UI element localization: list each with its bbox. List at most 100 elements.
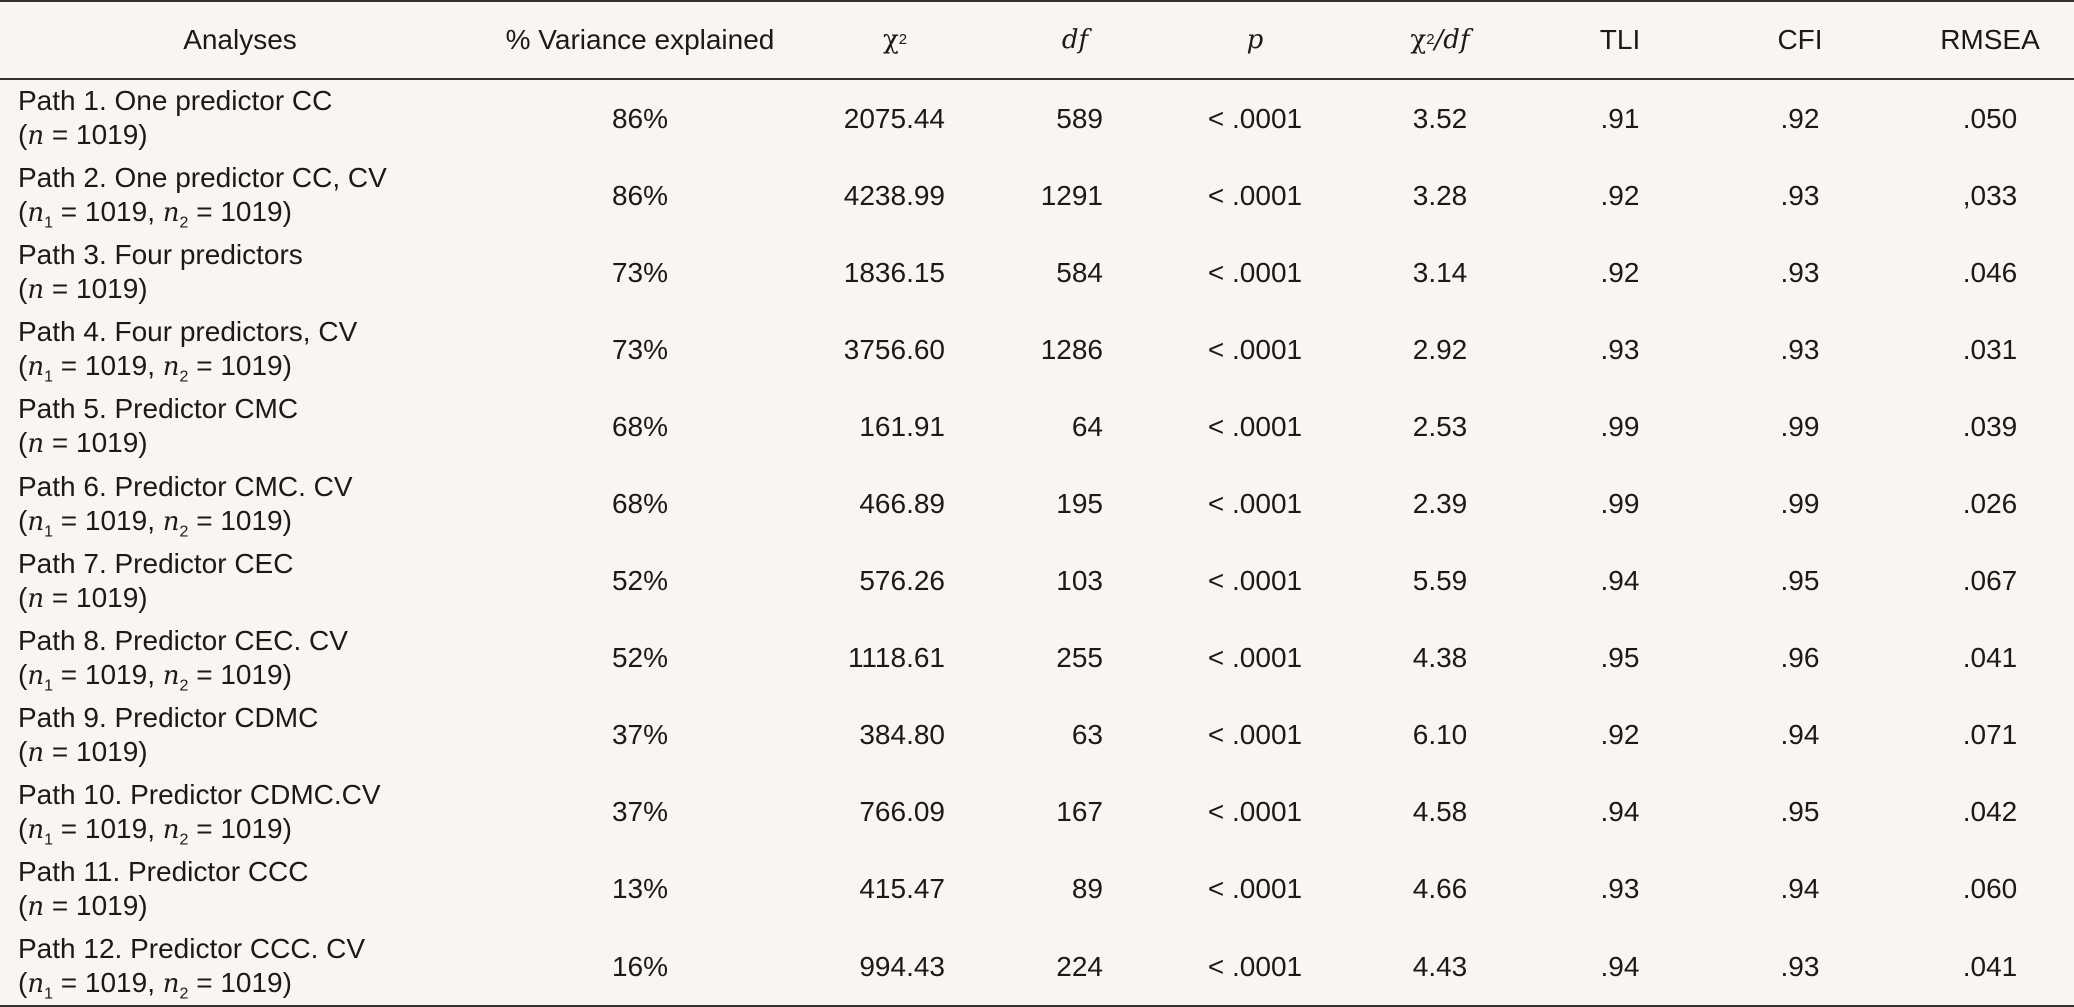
chi2-cell: 384.80 bbox=[800, 697, 945, 774]
analysis-cell: Path 9. Predictor CDMC (n = 1019) bbox=[18, 697, 488, 774]
chi2-value: 161.91 bbox=[859, 410, 945, 442]
rmsea-value: .039 bbox=[1962, 410, 2018, 442]
df-value: 584 bbox=[1056, 256, 1103, 288]
subscript-2: 2 bbox=[179, 368, 189, 386]
n1-value: 1019 bbox=[84, 658, 148, 690]
subscript-1: 1 bbox=[44, 985, 53, 1003]
rmsea-value: .042 bbox=[1962, 796, 2018, 828]
n1-value: 1019 bbox=[84, 196, 148, 228]
variance-cell: 13% bbox=[560, 851, 720, 928]
sample-size: (n1 = 1019, n2 = 1019) bbox=[18, 658, 292, 695]
chi2df-value: 2.92 bbox=[1412, 333, 1468, 365]
tli-cell: .92 bbox=[1570, 234, 1670, 311]
n-symbol: n bbox=[27, 429, 45, 460]
cfi-value: .92 bbox=[1780, 102, 1820, 134]
analysis-title: Path 12. Predictor CCC. CV bbox=[18, 933, 366, 965]
cfi-value: .95 bbox=[1780, 796, 1820, 828]
chi2df-value: 2.39 bbox=[1412, 488, 1468, 520]
table-row: Path 1. One predictor CC (n = 1019) 86% 207… bbox=[0, 80, 2074, 157]
table-row: Path 4. Four predictors, CV (n1 = 1019, n… bbox=[0, 311, 2074, 388]
analysis-cell: Path 2. One predictor CC, CV (n1 = 1019, … bbox=[18, 157, 488, 234]
analysis-title: Path 6. Predictor CMC. CV bbox=[18, 470, 353, 502]
rmsea-cell: .042 bbox=[1925, 774, 2055, 851]
tli-value: .94 bbox=[1600, 565, 1640, 597]
chi2-cell: 576.26 bbox=[800, 543, 945, 620]
n-value: 1019 bbox=[76, 889, 139, 921]
subscript-1: 1 bbox=[44, 523, 53, 541]
variance-cell: 86% bbox=[560, 80, 720, 157]
header-variance-text: % Variance explained bbox=[505, 24, 775, 55]
header-cfi-text: CFI bbox=[1777, 24, 1823, 55]
cfi-value: .99 bbox=[1780, 410, 1820, 442]
n-symbol: n bbox=[27, 814, 45, 845]
cfi-cell: .92 bbox=[1750, 80, 1850, 157]
header-variance: % Variance explained bbox=[490, 2, 790, 78]
analysis-cell: Path 10. Predictor CDMC.CV (n1 = 1019, n2… bbox=[18, 774, 488, 851]
header-rmsea-text: RMSEA bbox=[1940, 24, 2040, 55]
chi2df-cell: 3.52 bbox=[1380, 80, 1500, 157]
table-row: Path 3. Four predictors (n = 1019) 73% 1836… bbox=[0, 234, 2074, 311]
chi2-value: 415.47 bbox=[859, 873, 945, 905]
chi2df-value: 2.53 bbox=[1412, 410, 1468, 442]
cfi-cell: .95 bbox=[1750, 543, 1850, 620]
n2-value: 1019 bbox=[220, 196, 283, 228]
tli-value: .95 bbox=[1600, 642, 1640, 674]
p-cell: < .0001 bbox=[1180, 465, 1330, 542]
table-row: Path 12. Predictor CCC. CV (n1 = 1019, n2… bbox=[0, 928, 2074, 1005]
analysis-title: Path 9. Predictor CDMC bbox=[18, 701, 319, 733]
sample-size: (n1 = 1019, n2 = 1019) bbox=[18, 350, 292, 386]
chi2-value: 3756.60 bbox=[843, 333, 945, 365]
sample-size: (n = 1019) bbox=[18, 581, 148, 614]
n1-value: 1019 bbox=[84, 967, 148, 999]
n1-value: 1019 bbox=[84, 350, 148, 382]
chi2-value: 2075.44 bbox=[843, 102, 945, 134]
p-cell: < .0001 bbox=[1180, 620, 1330, 697]
chi2-value: 1836.15 bbox=[843, 256, 945, 288]
tli-cell: .94 bbox=[1570, 543, 1670, 620]
chi2df-cell: 6.10 bbox=[1380, 697, 1500, 774]
analysis-title: Path 8. Predictor CEC. CV bbox=[18, 624, 348, 656]
chi2df-value: 5.59 bbox=[1412, 565, 1468, 597]
subscript-2: 2 bbox=[179, 831, 189, 849]
chi2df-value: 3.52 bbox=[1412, 102, 1468, 134]
rmsea-value: .026 bbox=[1962, 488, 2018, 520]
p-cell: < .0001 bbox=[1180, 388, 1330, 465]
analysis-cell: Path 3. Four predictors (n = 1019) bbox=[18, 234, 488, 311]
cfi-value: .94 bbox=[1780, 873, 1820, 905]
variance-value: 37% bbox=[611, 719, 669, 751]
chi2df-cell: 2.92 bbox=[1380, 311, 1500, 388]
cfi-cell: .93 bbox=[1750, 157, 1850, 234]
header-analyses-text: Analyses bbox=[183, 24, 297, 55]
rmsea-cell: .050 bbox=[1925, 80, 2055, 157]
analysis-title: Path 5. Predictor CMC bbox=[18, 393, 299, 425]
chi2df-value: 4.58 bbox=[1412, 796, 1468, 828]
df-value: 589 bbox=[1056, 102, 1103, 134]
sample-size: (n = 1019) bbox=[18, 889, 148, 922]
analysis-title: Path 7. Predictor CEC bbox=[18, 547, 294, 579]
n-value: 1019 bbox=[76, 581, 139, 613]
slash: / bbox=[1434, 25, 1444, 55]
analysis-title: Path 1. One predictor CC bbox=[18, 85, 333, 117]
cfi-cell: .93 bbox=[1750, 311, 1850, 388]
chi2-cell: 766.09 bbox=[800, 774, 945, 851]
chi2-cell: 415.47 bbox=[800, 851, 945, 928]
tli-value: .94 bbox=[1600, 950, 1640, 982]
table-row: Path 9. Predictor CDMC (n = 1019) 37% 384.8… bbox=[0, 697, 2074, 774]
p-cell: < .0001 bbox=[1180, 928, 1330, 1005]
rmsea-cell: .026 bbox=[1925, 465, 2055, 542]
tli-value: .99 bbox=[1600, 488, 1640, 520]
cfi-value: .93 bbox=[1780, 256, 1820, 288]
sample-size: (n1 = 1019, n2 = 1019) bbox=[18, 504, 292, 541]
chi2-cell: 994.43 bbox=[800, 928, 945, 1005]
table-row: Path 11. Predictor CCC (n = 1019) 13% 415.4… bbox=[0, 851, 2074, 928]
sample-size: (n = 1019) bbox=[18, 119, 148, 152]
p-value: < .0001 bbox=[1207, 488, 1303, 520]
rmsea-value: .050 bbox=[1962, 102, 2018, 134]
table-row: Path 5. Predictor CMC (n = 1019) 68% 161.91… bbox=[0, 388, 2074, 465]
chi2-cell: 161.91 bbox=[800, 388, 945, 465]
df-cell: 195 bbox=[1010, 465, 1103, 542]
chi2df-cell: 3.28 bbox=[1380, 157, 1500, 234]
chi2-value: 576.26 bbox=[859, 565, 945, 597]
p-value: < .0001 bbox=[1207, 950, 1303, 982]
p-value: < .0001 bbox=[1207, 719, 1303, 751]
